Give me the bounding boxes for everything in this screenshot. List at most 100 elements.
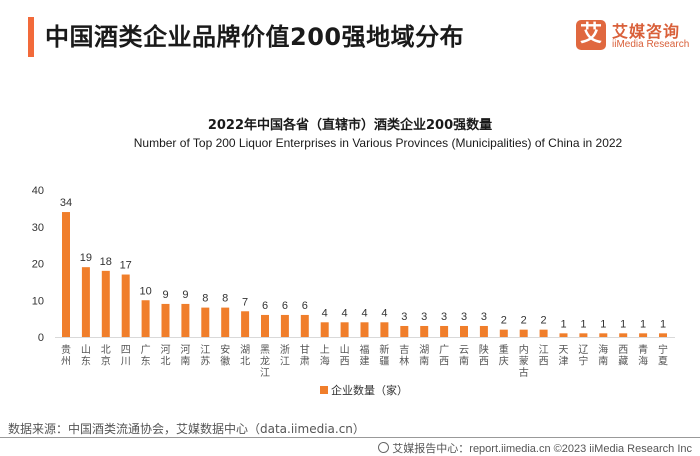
bar — [320, 322, 329, 337]
x-tick-label: 上 — [320, 344, 330, 356]
bar — [479, 325, 488, 337]
bar — [400, 325, 409, 337]
x-tick-label: 天 — [559, 345, 569, 356]
y-tick-label: 30 — [32, 222, 44, 234]
x-tick-label: 湖 — [240, 344, 250, 356]
data-label: 2 — [521, 315, 527, 327]
bar — [300, 314, 309, 337]
x-tick-label: 龙 — [260, 355, 270, 368]
x-tick-label: 南 — [459, 355, 469, 368]
data-label: 3 — [421, 311, 427, 323]
x-tick-label: 湖 — [419, 344, 429, 356]
data-label: 8 — [202, 293, 208, 305]
x-tick-label: 江 — [200, 344, 210, 356]
y-tick-label: 20 — [32, 259, 44, 271]
x-tick-label: 北 — [161, 356, 171, 368]
x-tick-label: 西 — [479, 357, 489, 368]
x-tick-label: 河 — [180, 344, 190, 356]
data-label: 6 — [302, 300, 308, 312]
x-tick-label: 北 — [240, 356, 250, 368]
bar — [360, 322, 369, 337]
x-tick-label: 东 — [141, 355, 151, 368]
data-label: 1 — [560, 318, 566, 330]
data-label: 6 — [262, 300, 268, 312]
x-tick-label: 西 — [539, 357, 549, 368]
data-label: 7 — [242, 296, 248, 308]
footer: 艾媒报告中心：report.iimedia.cn ©2023 iiMedia R… — [378, 440, 692, 456]
data-label: 3 — [401, 311, 407, 323]
y-tick-label: 40 — [32, 185, 44, 197]
data-label: 10 — [139, 285, 151, 297]
report-center-icon — [378, 442, 390, 453]
data-label: 9 — [182, 289, 188, 301]
x-tick-label: 安 — [220, 343, 230, 356]
logo-name-en: iiMedia Research — [612, 39, 690, 50]
data-label: 4 — [361, 307, 367, 319]
x-tick-label: 川 — [121, 357, 131, 368]
data-label: 19 — [80, 252, 92, 264]
x-tick-label: 江 — [280, 356, 290, 368]
y-tick-label: 0 — [38, 332, 44, 344]
x-tick-label: 夏 — [658, 356, 668, 368]
bar — [121, 274, 130, 337]
legend-label: 企业数量（家） — [331, 384, 408, 397]
legend-swatch — [320, 386, 328, 394]
x-tick-label: 州 — [61, 356, 71, 368]
data-label: 18 — [100, 256, 112, 268]
data-label: 4 — [342, 307, 348, 319]
bar — [101, 270, 110, 337]
x-tick-label: 宁 — [578, 355, 588, 368]
x-tick-label: 庆 — [499, 355, 509, 368]
x-tick-label: 河 — [161, 344, 171, 356]
bar — [161, 303, 170, 337]
x-tick-label: 西 — [340, 357, 350, 368]
title-accent-bar — [28, 17, 34, 57]
x-tick-label: 山 — [81, 344, 91, 356]
x-tick-label: 浙 — [280, 344, 290, 356]
x-tick-label: 山 — [340, 344, 350, 356]
x-tick-label: 广 — [439, 344, 449, 356]
data-label: 9 — [162, 289, 168, 301]
bar — [519, 329, 528, 337]
data-label: 1 — [600, 318, 606, 330]
data-label: 8 — [222, 293, 228, 305]
bar — [579, 333, 588, 337]
x-tick-label: 黑 — [260, 344, 270, 356]
bar — [559, 333, 568, 337]
footer-text: 艾媒报告中心：report.iimedia.cn ©2023 iiMedia R… — [392, 443, 692, 455]
bar — [499, 329, 508, 337]
footer-divider — [0, 437, 700, 438]
x-tick-label: 吉 — [399, 344, 409, 356]
data-label: 3 — [481, 311, 487, 323]
x-tick-label: 新 — [379, 343, 389, 356]
x-tick-label: 林 — [399, 355, 409, 368]
bar — [619, 333, 628, 337]
data-label: 1 — [640, 318, 646, 330]
bar — [241, 311, 250, 337]
x-tick-label: 徽 — [220, 355, 230, 368]
x-tick-label: 陕 — [479, 343, 489, 356]
logo-name-cn: 艾媒咨询 — [612, 22, 681, 41]
data-label: 2 — [541, 315, 547, 327]
bar — [181, 303, 190, 337]
bar — [280, 314, 289, 337]
data-label: 4 — [322, 307, 328, 319]
x-tick-label: 云 — [459, 345, 469, 356]
x-tick-label: 海 — [320, 355, 330, 368]
x-tick-label: 古 — [519, 366, 529, 379]
data-label: 2 — [501, 315, 507, 327]
x-tick-label: 辽 — [578, 344, 588, 356]
bar — [201, 307, 210, 337]
bar — [639, 333, 648, 337]
x-tick-label: 蒙 — [519, 355, 529, 368]
x-tick-label: 藏 — [618, 356, 628, 368]
data-label: 6 — [282, 300, 288, 312]
x-tick-label: 津 — [559, 356, 569, 368]
bar — [440, 325, 449, 337]
y-tick-label: 10 — [32, 295, 44, 307]
x-tick-label: 西 — [439, 357, 449, 368]
x-tick-label: 苏 — [200, 355, 210, 368]
x-tick-label: 南 — [598, 355, 608, 368]
data-label: 1 — [660, 318, 666, 330]
bar — [221, 307, 230, 337]
